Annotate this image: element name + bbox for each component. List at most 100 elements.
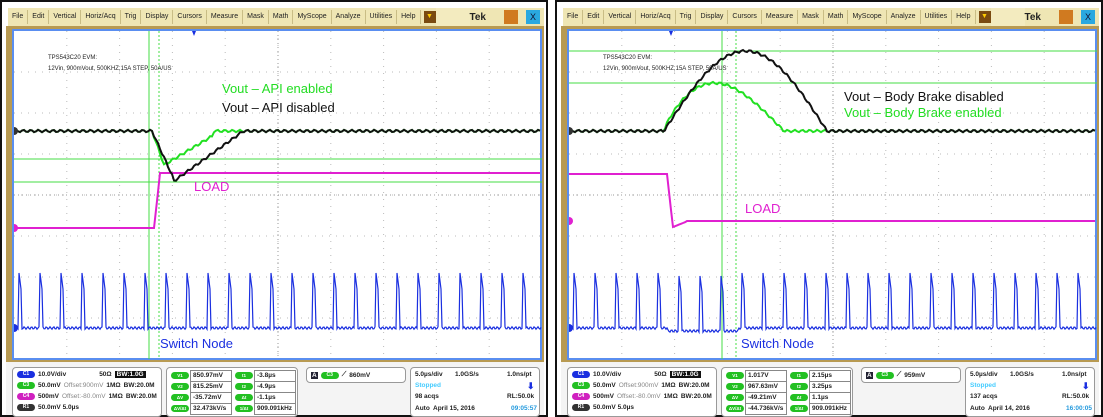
vout-black-trace — [569, 48, 1096, 134]
channel-badge: R1 — [572, 404, 590, 411]
channel-bandwidth: BW:20.0M — [678, 382, 710, 389]
trigger-box[interactable]: A C3 ⟋ 959mV — [861, 367, 961, 383]
menu-spacer — [435, 8, 470, 26]
waveform-display[interactable]: Vout – Body Brake disabled Vout – Body Br… — [567, 29, 1097, 360]
channel-row-c4[interactable]: C4 500mV Offset:-80.0mV 1MΩ BW:20.0M — [17, 393, 157, 400]
channel-row-r1[interactable]: R1 50.0mV 5.0µs — [17, 404, 79, 411]
scope-panel-2: File Edit Vertical Horiz/Acq Trig Display Curs… — [555, 0, 1103, 417]
menu-bar: File Edit Vertical Horiz/Acq Trig Display Curs… — [8, 8, 544, 26]
channel-offset: Offset:-80.0mV — [616, 393, 661, 400]
channel-impedance: 1MΩ — [108, 393, 123, 400]
channel-scale: 50.0mV 5.0µs — [593, 404, 634, 411]
cursor-label: 1/Δt — [235, 405, 253, 412]
channel-row-r1[interactable]: R1 50.0mV 5.0µs — [572, 404, 634, 411]
cursor-label: t2 — [790, 383, 808, 390]
acq-time: 16:00:05 — [1066, 405, 1093, 412]
switch-node-trace — [569, 272, 1097, 335]
trigger-row: A C3 ⟋ 860mV — [311, 371, 370, 379]
close-button[interactable]: X — [526, 10, 540, 24]
channel-row-c1[interactable]: C1 10.0V/div 50Ω BW:1.0G — [572, 371, 701, 378]
trace-label-load: LOAD — [194, 179, 230, 194]
waveform-display[interactable]: Vout – API enabled Vout – API disabled LOA… — [12, 29, 542, 360]
trace-label-vout-b: Vout – Body Brake enabled — [844, 105, 1002, 120]
channel-badge: C4 — [572, 393, 590, 400]
menu-vertical[interactable]: Vertical — [604, 10, 637, 24]
menu-math[interactable]: Math — [269, 10, 294, 24]
channel-row-c3[interactable]: C3 50.0mV Offset:900mV 1MΩ BW:20.0M — [17, 382, 155, 389]
menu-help[interactable]: Help — [952, 10, 976, 24]
trigger-position-icon — [192, 31, 196, 36]
acq-mode: Auto — [970, 405, 985, 412]
menu-analyze[interactable]: Analyze — [332, 10, 366, 24]
channel-bandwidth: BW:20.0M — [125, 393, 157, 400]
cursor-label: t1 — [235, 372, 253, 379]
channel-row-c3[interactable]: C3 50.0mV Offset:900mV 1MΩ BW:20.0M — [572, 382, 710, 389]
menu-display[interactable]: Display — [141, 10, 174, 24]
menu-mask[interactable]: Mask — [798, 10, 824, 24]
channel-badge: R1 — [17, 404, 35, 411]
menu-dropdown-icon[interactable]: ▼ — [978, 11, 991, 23]
menu-utilities[interactable]: Utilities — [921, 10, 953, 24]
channel-scale: 500mV — [593, 393, 614, 400]
channel-row-c4[interactable]: C4 500mV Offset:-80.0mV 1MΩ BW:20.0M — [572, 393, 712, 400]
channel-impedance: 1MΩ — [661, 382, 676, 389]
menu-trig[interactable]: Trig — [676, 10, 697, 24]
channel-offset: Offset:900mV — [63, 382, 104, 389]
trigger-box[interactable]: A C3 ⟋ 860mV — [306, 367, 406, 383]
menu-cursors[interactable]: Cursors — [728, 10, 762, 24]
acq-date: April 15, 2016 — [433, 405, 475, 412]
trace-label-load: LOAD — [745, 201, 781, 216]
menu-measure[interactable]: Measure — [762, 10, 799, 24]
vout-black-trace — [14, 128, 541, 182]
status-bar: C1 10.0V/div 50Ω BW:1.0G C3 50.0mV Offset:900m… — [561, 362, 1099, 417]
acquisition-box[interactable]: 5.0µs/div 1.0GS/s 1.0ns/pt Stopped 98 acqs RL… — [410, 367, 540, 417]
trigger-channel: C3 — [320, 371, 339, 379]
channel-bandwidth: BW:1.0G — [114, 371, 146, 378]
menu-spacer — [990, 8, 1025, 26]
channel-offset: Offset:900mV — [618, 382, 659, 389]
menu-math[interactable]: Math — [824, 10, 849, 24]
menu-edit[interactable]: Edit — [583, 10, 605, 24]
annotation-title: TPS543C20 EVM: — [603, 55, 653, 61]
acq-timebase: 5.0µs/div — [415, 371, 443, 378]
trigger-position-icon — [669, 31, 673, 36]
acq-res: 1.0ns/pt — [507, 371, 532, 378]
menu-measure[interactable]: Measure — [207, 10, 244, 24]
trigger-row: A C3 ⟋ 959mV — [866, 371, 925, 379]
minimize-button[interactable] — [1059, 10, 1073, 24]
channel-settings-box[interactable]: C1 10.0V/div 50Ω BW:1.0G C3 50.0mV Offset:900m… — [12, 367, 162, 417]
channel-marker-c4 — [14, 224, 18, 232]
cursor-label: ΔV — [171, 394, 189, 401]
menu-display[interactable]: Display — [696, 10, 729, 24]
acq-time: 09:05:57 — [511, 405, 538, 412]
load-trace — [14, 172, 540, 229]
menu-cursors[interactable]: Cursors — [173, 10, 207, 24]
channel-row-c1[interactable]: C1 10.0V/div 50Ω BW:1.0G — [17, 371, 146, 378]
menu-trig[interactable]: Trig — [121, 10, 142, 24]
acquisition-box[interactable]: 5.0µs/div 1.0GS/s 1.0ns/pt Stopped 137 acqs R… — [965, 367, 1095, 417]
trace-label-sw: Switch Node — [741, 336, 814, 351]
menu-edit[interactable]: Edit — [28, 10, 50, 24]
channel-termination: 50Ω — [99, 371, 112, 378]
menu-horizacq[interactable]: Horiz/Acq — [636, 10, 676, 24]
trigger-level: 860mV — [349, 371, 371, 379]
channel-badge: C1 — [17, 371, 35, 378]
acquisition-arrow-icon: ⬇ — [1082, 381, 1090, 391]
acq-acqs: 137 acqs — [970, 393, 998, 400]
menu-analyze[interactable]: Analyze — [887, 10, 921, 24]
channel-badge: C3 — [17, 382, 35, 389]
menu-myscope[interactable]: MyScope — [293, 10, 332, 24]
menu-file[interactable]: File — [8, 10, 29, 24]
menu-file[interactable]: File — [563, 10, 584, 24]
close-button[interactable]: X — [1081, 10, 1095, 24]
minimize-button[interactable] — [504, 10, 518, 24]
menu-mask[interactable]: Mask — [243, 10, 269, 24]
trace-label-vout-a: Vout – Body Brake disabled — [844, 89, 1004, 104]
menu-myscope[interactable]: MyScope — [848, 10, 887, 24]
menu-utilities[interactable]: Utilities — [366, 10, 398, 24]
menu-help[interactable]: Help — [397, 10, 421, 24]
channel-settings-box[interactable]: C1 10.0V/div 50Ω BW:1.0G C3 50.0mV Offset:900m… — [567, 367, 717, 417]
menu-horizacq[interactable]: Horiz/Acq — [81, 10, 121, 24]
menu-vertical[interactable]: Vertical — [49, 10, 82, 24]
menu-dropdown-icon[interactable]: ▼ — [423, 11, 436, 23]
